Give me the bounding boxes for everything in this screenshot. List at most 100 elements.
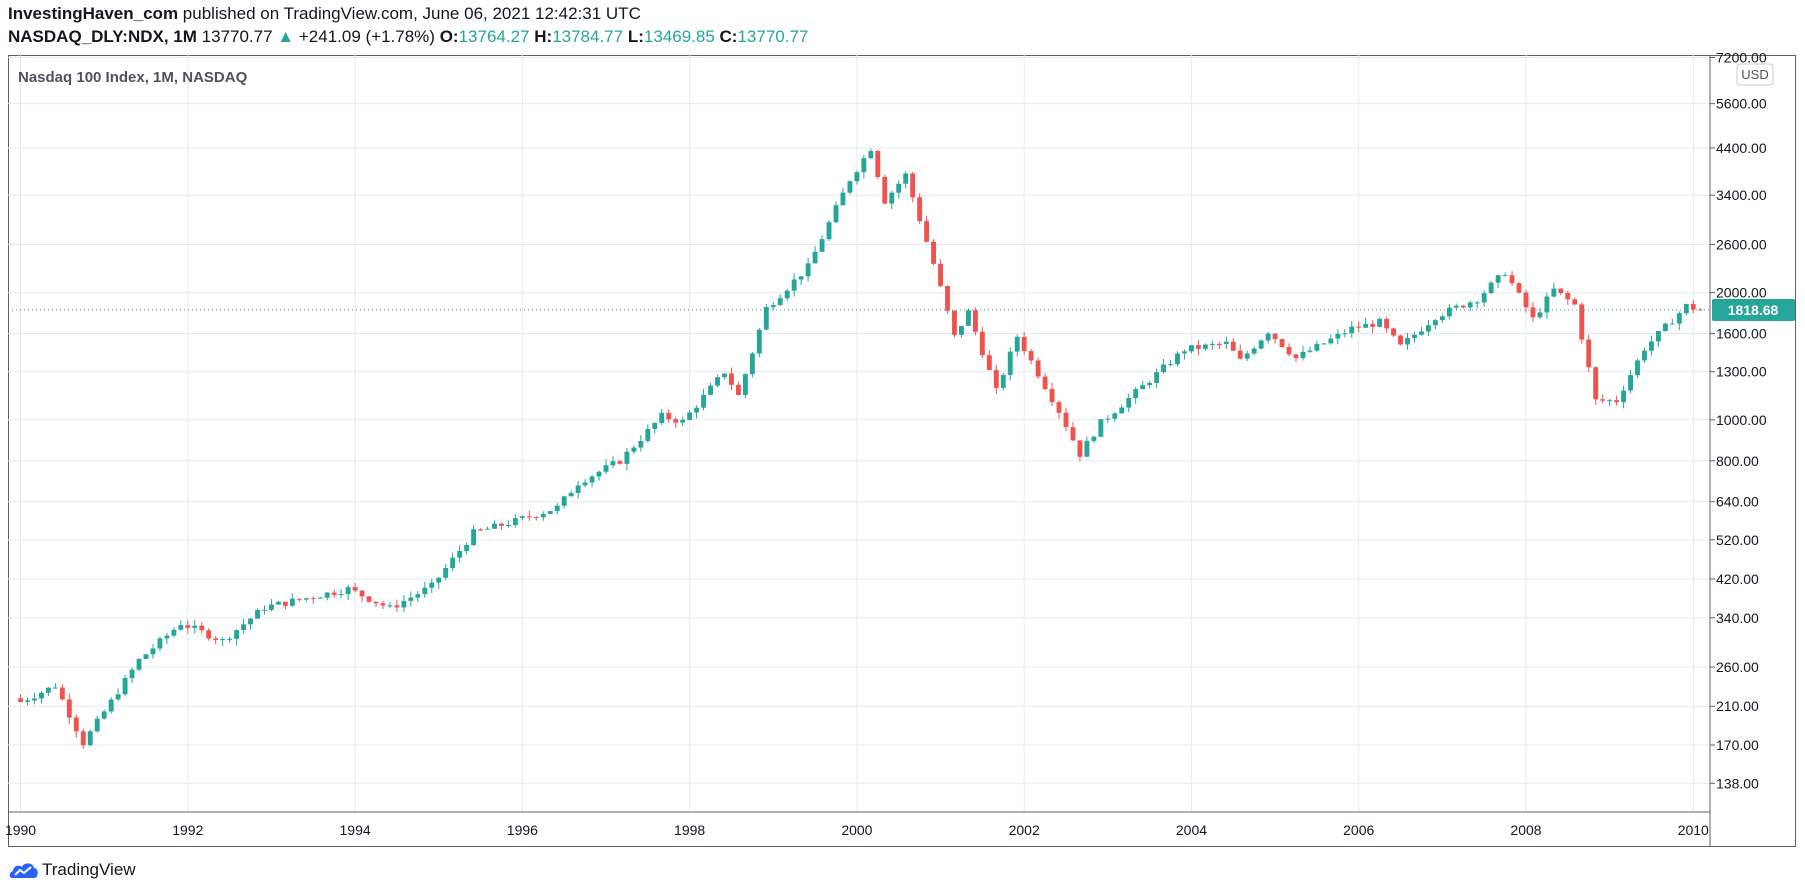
y-tick-label: 2600.00 <box>1716 236 1767 252</box>
candle-body <box>659 412 665 423</box>
candle-body <box>408 597 414 601</box>
candle-body <box>380 603 386 606</box>
candle-body <box>366 596 372 602</box>
candle-body <box>1028 351 1034 361</box>
candle-body <box>931 241 937 264</box>
published-text: published on TradingView.com, June 06, 2… <box>182 4 641 23</box>
candle-body <box>610 461 616 466</box>
candle-body <box>185 625 191 628</box>
candle-body <box>680 419 686 423</box>
candle-body <box>317 597 323 599</box>
candle-body <box>331 592 337 595</box>
open-label: O: <box>439 27 459 46</box>
candle-body <box>1614 400 1620 403</box>
tradingview-cloud-icon <box>9 863 38 878</box>
candle-body <box>1377 318 1383 327</box>
candle-body <box>1419 331 1424 335</box>
high-label: H: <box>534 27 553 46</box>
candle-body <box>1335 333 1341 339</box>
candle-body <box>1014 336 1020 352</box>
candle-body <box>115 694 121 700</box>
candle-body <box>136 658 142 670</box>
candle-body <box>275 601 281 605</box>
y-tick-label: 420.00 <box>1716 571 1759 587</box>
chart-frame[interactable] <box>8 55 1796 847</box>
candle-body <box>1398 335 1403 345</box>
ohlc-line: NASDAQ_DLY:NDX, 1M 13770.77 ▲ +241.09 (+… <box>8 27 808 47</box>
candle-body <box>122 677 128 695</box>
candle-body <box>1056 402 1062 413</box>
candle-body <box>1077 440 1083 457</box>
candle-body <box>638 440 644 448</box>
candles <box>18 148 1703 749</box>
author-name[interactable]: InvestingHaven_com <box>8 4 179 23</box>
candle-body <box>1119 407 1125 414</box>
candle-body <box>415 594 421 598</box>
candle-body <box>352 587 358 591</box>
candle-body <box>1237 350 1243 359</box>
candle-body <box>387 605 393 607</box>
candle-body <box>959 325 964 335</box>
candle-body <box>164 635 170 639</box>
candle-body <box>972 310 978 332</box>
candle-body <box>1147 382 1153 386</box>
candle-body <box>1328 338 1334 344</box>
currency-badge[interactable] <box>1736 63 1774 86</box>
candle-body <box>1537 312 1543 318</box>
y-tick-label: 260.00 <box>1716 659 1759 675</box>
candle-body <box>1070 427 1076 441</box>
time-axis: 1990 1992 1994 1996 1998 2000 2002 2004 2006 2008… <box>5 822 1709 838</box>
y-tick-label: 138.00 <box>1716 775 1759 791</box>
candle-body <box>1439 316 1445 321</box>
x-tick-label: 2000 <box>841 822 872 838</box>
candle-body <box>178 625 184 630</box>
candle-body <box>1446 307 1452 317</box>
y-tick-label: 170.00 <box>1716 737 1759 753</box>
x-tick-label: 1996 <box>507 822 538 838</box>
candle-body <box>784 290 790 299</box>
x-tick-label: 2002 <box>1009 822 1040 838</box>
tradingview-logo[interactable]: TradingView <box>9 860 136 880</box>
y-tick-label: 3400.00 <box>1716 187 1767 203</box>
candle-body <box>303 598 309 600</box>
candle-body <box>359 590 365 597</box>
candle-body <box>1342 333 1348 335</box>
candle-body <box>1635 360 1640 376</box>
candle-body <box>875 151 881 178</box>
candle-body <box>255 609 260 619</box>
up-triangle-icon: ▲ <box>277 27 295 46</box>
candle-body <box>1662 323 1668 331</box>
candle-body <box>108 699 114 712</box>
candle-body <box>826 222 832 240</box>
candle-body <box>450 557 456 568</box>
candle-body <box>1425 325 1431 332</box>
y-tick-label: 640.00 <box>1716 494 1759 510</box>
low-label: L: <box>627 27 644 46</box>
candle-body <box>1453 305 1459 308</box>
candle-body <box>742 374 748 395</box>
candle-body <box>575 485 581 493</box>
candle-body <box>526 516 532 518</box>
candle-body <box>1000 374 1006 388</box>
candle-body <box>945 286 950 311</box>
candle-body <box>269 604 274 610</box>
candle-body <box>1209 343 1215 345</box>
candle-body <box>910 173 916 198</box>
x-tick-label: 2010 <box>1678 822 1709 838</box>
candle-body <box>1621 390 1627 403</box>
candle-body <box>1683 304 1689 314</box>
current-price-background <box>1712 299 1795 322</box>
candle-body <box>673 419 679 423</box>
candle-body <box>1300 351 1306 358</box>
candle-body <box>1175 353 1180 365</box>
candle-body <box>924 221 930 242</box>
candle-body <box>499 523 504 526</box>
candle-body <box>715 377 720 386</box>
candle-body <box>220 639 226 641</box>
candle-body <box>436 577 442 583</box>
candle-body <box>882 177 888 204</box>
candle-body <box>199 625 205 631</box>
candle-body <box>1126 398 1132 408</box>
candle-body <box>80 731 86 746</box>
